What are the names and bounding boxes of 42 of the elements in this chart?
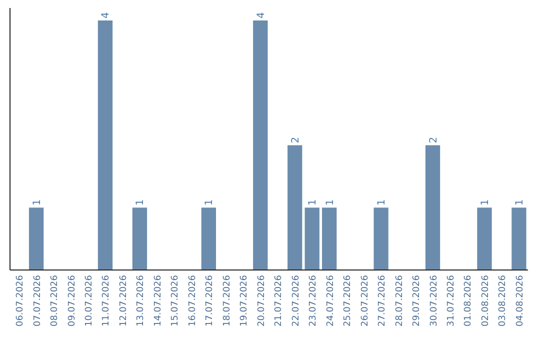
data-label: 1 [480,199,491,206]
data-label: 1 [376,199,388,206]
x-tick-label: 06.07.2026 [16,274,26,327]
x-tick-label: 25.07.2026 [343,274,354,327]
x-tick-label: 30.07.2026 [429,274,440,327]
x-tick-label: 17.07.2026 [205,274,216,327]
x-tick-label: 26.07.2026 [360,274,370,327]
data-label: 2 [428,136,440,144]
data-label: 1 [308,199,319,206]
x-tick-label: 24.07.2026 [326,274,336,327]
x-tick-label: 12.07.2026 [118,274,129,327]
data-label: 1 [324,199,336,206]
x-tick-label: 28.07.2026 [394,274,405,327]
x-tick-label: 27.07.2026 [378,274,388,327]
x-tick-label: 16.07.2026 [188,274,198,327]
x-tick-label: 03.08.2026 [498,274,508,327]
x-tick-label: 29.07.2026 [412,274,422,327]
x-tick-label: 23.07.2026 [308,274,319,327]
data-label: 1 [514,199,526,206]
data-label: 4 [100,12,112,18]
x-tick-label: 20.07.2026 [256,274,267,327]
x-tick-label: 04.08.2026 [515,274,526,327]
x-tick-label: 18.07.2026 [222,274,232,327]
x-tick-label: 07.07.2026 [32,274,43,327]
x-tick-label: 11.07.2026 [102,274,112,327]
x-tick-label: 21.07.2026 [274,274,284,327]
x-tick-label: 08.07.2026 [50,274,60,327]
data-label: 1 [135,199,146,206]
data-label: 4 [256,12,267,18]
x-tick-label: 13.07.2026 [136,274,146,327]
x-tick-label: 14.07.2026 [153,274,164,327]
data-label: 1 [204,199,216,206]
x-tick-label: 02.08.2026 [480,274,491,327]
x-tick-label: 10.07.2026 [84,274,94,327]
x-tick-label: 01.08.2026 [464,274,474,327]
x-tick-label: 31.07.2026 [446,274,456,327]
x-tick-label: 15.07.2026 [170,274,181,327]
data-label: 1 [32,199,43,206]
x-tick-label: 09.07.2026 [67,274,78,327]
x-tick-label: 19.07.2026 [240,274,250,327]
data-label: 2 [290,136,302,144]
x-tick-label: 22.07.2026 [291,274,302,327]
